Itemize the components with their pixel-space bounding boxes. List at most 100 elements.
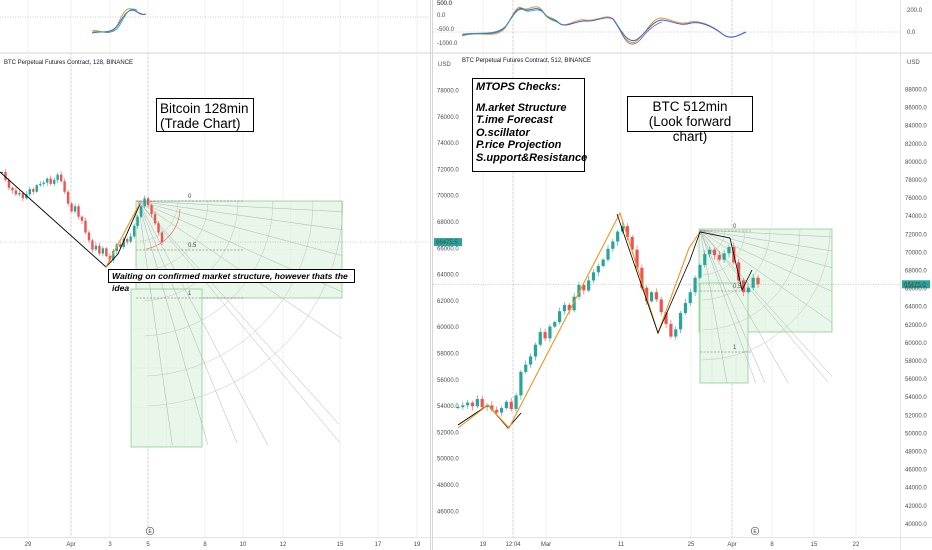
left-x-tick-label: 10: [240, 542, 247, 548]
right-candle-body: [654, 292, 658, 300]
right-candle-body: [562, 304, 567, 312]
left-y-tick-label: 78000.0: [437, 89, 459, 95]
right-osc-tick-label: 0.0: [907, 30, 916, 36]
left-x-tick-label: 8: [203, 542, 207, 548]
left-y-tick-label: 56000.0: [437, 378, 459, 384]
left-candle-body: [122, 239, 125, 247]
right-osc-dip: [619, 21, 663, 45]
right-y-tick-label: 48000.0: [905, 450, 927, 456]
right-candle-body: [582, 284, 586, 291]
left-osc-tick-label: -500.0: [437, 27, 455, 33]
right-event-marker[interactable]: E: [750, 526, 760, 536]
right-fan-arc: [701, 229, 831, 361]
left-x-tick-label: 3: [108, 542, 112, 548]
right-y-tick-label: 64000.0: [905, 305, 927, 311]
left-candle-body: [160, 232, 164, 243]
right-fan-long-ray: [699, 229, 829, 383]
left-candle-body: [63, 181, 66, 192]
right-candle-body: [683, 303, 688, 314]
right-fan-ray: [699, 229, 833, 377]
left-candle-body: [0, 172, 4, 174]
left-candle-body: [32, 189, 35, 192]
left-fan-ray: [137, 200, 343, 212]
left-candle-body: [87, 232, 91, 241]
right-candle-body: [625, 226, 629, 238]
left-fan-arc: [148, 200, 344, 407]
left-x-tick-label: 5: [146, 542, 150, 548]
left-fan-long-ray: [137, 200, 238, 444]
left-candle-body: [56, 174, 59, 180]
right-y-tick-label: 88000.0: [905, 88, 927, 94]
left-candle-body: [42, 182, 45, 184]
right-y-tick-label: 68000.0: [905, 269, 927, 275]
right-candle-body: [664, 312, 668, 324]
overlays: 66475.5 66475.0: [0, 171, 930, 429]
right-y-tick-label: 70000.0: [905, 250, 927, 256]
right-y-tick-label: 52000.0: [905, 413, 927, 419]
right-fan-long-ray: [699, 229, 766, 384]
left-candle-body: [7, 179, 11, 188]
right-candle-body: [533, 344, 538, 357]
right-osc-signal: [461, 6, 746, 43]
right-x-tick-label: 8: [770, 542, 774, 548]
right-x-tick-label: Apr: [727, 542, 736, 548]
right-candle-body: [669, 323, 673, 337]
right-candle-body: [737, 262, 741, 281]
left-fan-arc: [146, 200, 314, 377]
mtops-item-oscillator: O.scillator: [476, 126, 530, 139]
left-fan-long-ray: [137, 200, 341, 444]
left-candle-body: [157, 223, 160, 233]
right-candle-body: [649, 292, 654, 302]
right-candle-body: [703, 254, 707, 266]
right-y-tick-label: 86000.0: [905, 106, 927, 112]
left-candle-body: [28, 189, 32, 195]
left-candle-body: [59, 174, 63, 182]
right-candle-body: [712, 249, 717, 256]
left-y-tick-label: 46000.0: [437, 509, 459, 515]
right-candle-body: [528, 356, 533, 365]
right-candle-body: [678, 313, 683, 330]
left-candle-body: [11, 187, 14, 191]
left-candle-body: [108, 256, 112, 261]
right-candle-body: [606, 248, 610, 260]
right-candle-body: [538, 332, 542, 345]
right-y-tick-label: 72000.0: [905, 232, 927, 238]
right-candle-body: [461, 405, 465, 408]
left-fib-level-label: 1: [188, 291, 192, 297]
right-projection-line: [457, 211, 701, 429]
left-y-tick-label: 58000.0: [437, 352, 459, 358]
left-x-tick-label: 15: [337, 542, 344, 548]
left-candle-body: [143, 198, 146, 207]
right-candle-body: [504, 401, 508, 409]
right-x-tick-label: 22: [853, 542, 860, 548]
left-candle-body: [126, 239, 129, 242]
left-candle-body: [25, 194, 28, 199]
right-chart-label-line2: (Look forward chart): [648, 114, 732, 144]
left-candle-body: [77, 206, 80, 217]
mtops-checklist: MTOPS Checks: M.arket Structure T.ime Fo…: [472, 78, 587, 172]
left-candle-body: [132, 225, 136, 237]
axes: 29 Apr 3 5 8 10 12 15 17 19 19 12:04 Mar 11 25 Apr 8 15 22…: [25, 88, 928, 549]
left-y-tick-label: 72000.0: [437, 167, 459, 173]
right-candle-body: [470, 402, 475, 407]
left-candle-body: [136, 216, 139, 226]
right-y-tick-label: 82000.0: [905, 142, 927, 148]
right-x-tick-label: 12:04: [505, 542, 521, 548]
left-candle-body: [112, 250, 115, 261]
right-candle-body: [572, 296, 576, 311]
right-chart-label: BTC 512min (Look forward chart): [627, 96, 753, 144]
right-fib-level-label: 1: [733, 345, 737, 351]
right-price-tag-label: 66475.0: [904, 282, 926, 288]
right-y-tick-label: 44000.0: [905, 486, 927, 492]
right-osc-tick-label: 200.0: [907, 8, 923, 14]
right-candle-body: [601, 259, 605, 266]
right-candle-body: [722, 253, 726, 260]
right-price-tag: [902, 280, 930, 289]
right-candle-body: [630, 237, 634, 250]
left-candle-body: [91, 240, 94, 250]
left-fan-ray: [137, 200, 209, 446]
right-y-tick-label: 84000.0: [905, 124, 927, 130]
left-event-marker[interactable]: E: [145, 526, 155, 536]
right-candle-body: [567, 304, 571, 311]
left-candle-body: [101, 248, 105, 254]
